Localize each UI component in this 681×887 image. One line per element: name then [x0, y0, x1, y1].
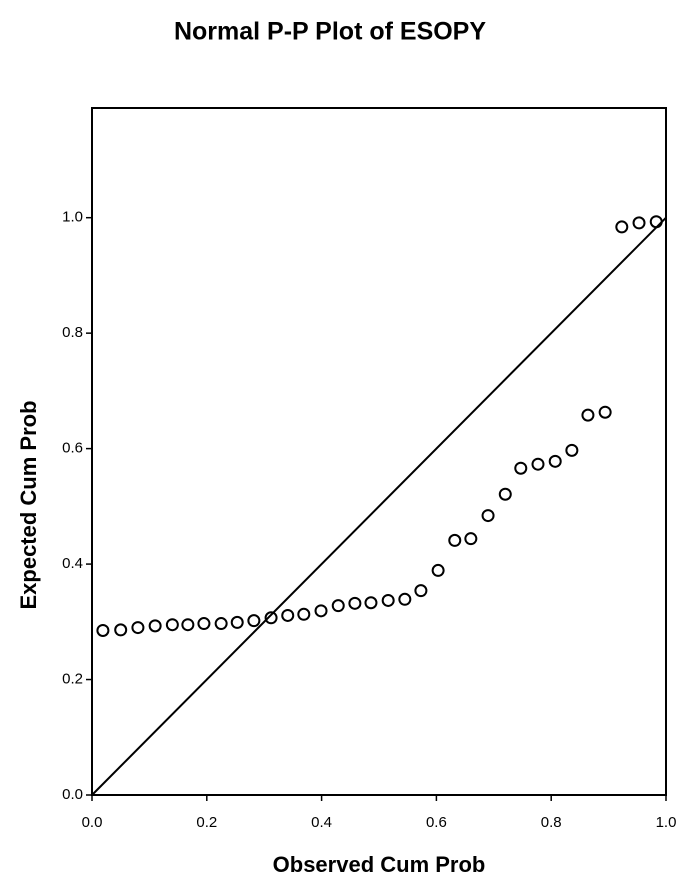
- point: [131, 621, 145, 635]
- x-tick-label: 0.2: [196, 814, 217, 831]
- point: [581, 408, 595, 422]
- point: [381, 593, 395, 607]
- x-tick-label: 0.0: [82, 814, 103, 831]
- plot-frame: [91, 107, 667, 796]
- point: [281, 608, 295, 622]
- point: [464, 532, 478, 546]
- point: [96, 623, 110, 637]
- point: [615, 220, 629, 234]
- y-tick-label: 0.8: [62, 324, 83, 341]
- point: [181, 618, 195, 632]
- point: [214, 617, 228, 631]
- point: [348, 596, 362, 610]
- x-axis-label: Observed Cum Prob: [273, 852, 486, 877]
- point: [514, 461, 528, 475]
- y-tick-label: 0.4: [62, 555, 83, 572]
- chart-title: Normal P-P Plot of ESOPY: [174, 18, 486, 46]
- point: [565, 443, 579, 457]
- point: [481, 509, 495, 523]
- point: [331, 599, 345, 613]
- reference-line: [91, 216, 667, 796]
- point: [431, 563, 445, 577]
- point: [165, 618, 179, 632]
- point: [297, 607, 311, 621]
- x-tick-label: 1.0: [656, 814, 677, 831]
- y-tick-label: 0.2: [62, 671, 83, 688]
- point: [314, 604, 328, 618]
- point: [247, 614, 261, 628]
- point: [114, 623, 128, 637]
- point: [414, 584, 428, 598]
- point: [548, 454, 562, 468]
- point: [230, 615, 244, 629]
- y-tick-label: 1.0: [62, 209, 83, 226]
- x-tick-label: 0.8: [541, 814, 562, 831]
- point: [197, 617, 211, 631]
- point: [632, 216, 646, 230]
- point: [148, 619, 162, 633]
- y-tick-label: 0.0: [62, 786, 83, 803]
- y-axis-label: Expected Cum Prob: [16, 400, 41, 609]
- point: [364, 596, 378, 610]
- x-tick-label: 0.4: [311, 814, 332, 831]
- point: [398, 592, 412, 606]
- point: [448, 533, 462, 547]
- point: [598, 405, 612, 419]
- point: [264, 611, 278, 625]
- x-tick-label: 0.6: [426, 814, 447, 831]
- point: [649, 215, 663, 229]
- y-tick-label: 0.6: [62, 440, 83, 457]
- point: [498, 487, 512, 501]
- point: [531, 457, 545, 471]
